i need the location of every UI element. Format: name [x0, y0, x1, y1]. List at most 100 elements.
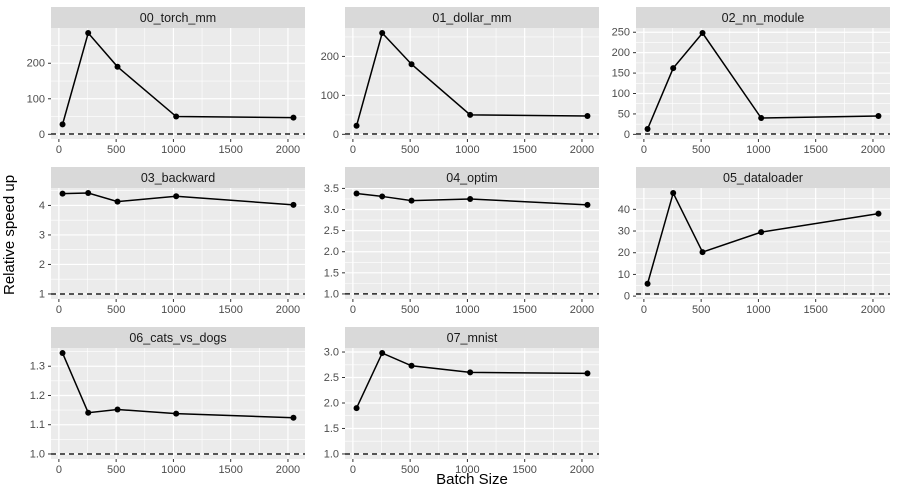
data-point: [584, 201, 591, 208]
y-tick-label: 100: [27, 93, 45, 105]
data-point: [644, 280, 651, 287]
facet-strip: [345, 327, 599, 348]
data-point: [670, 65, 677, 72]
x-tick-label: 2000: [570, 144, 594, 156]
data-point: [59, 190, 66, 197]
y-tick-label: 1.0: [324, 448, 339, 460]
facet-panel-00_torch_mm: 0 500 1000 1500 2000 0 100 200 00_torch_mm: [27, 7, 305, 156]
facet-strip: [51, 327, 305, 348]
x-tick-label: 0: [350, 464, 356, 476]
facet-strip: [51, 7, 305, 28]
facet-strip: [345, 7, 599, 28]
y-tick-label: 200: [612, 47, 630, 59]
facet-panel-05_dataloader: 0 500 1000 1500 2000 0 10 20 30 40 05_dataloader: [618, 167, 890, 316]
x-tick-label: 0: [350, 304, 356, 316]
x-axis-title: Batch Size: [436, 471, 508, 488]
x-tick-label: 2000: [861, 304, 885, 316]
y-tick-label: 2.5: [324, 225, 339, 237]
panel-background: [51, 188, 305, 299]
facet-strip: [636, 7, 890, 28]
x-tick-label: 0: [56, 464, 62, 476]
data-point: [290, 414, 297, 421]
facet-strip: [636, 167, 890, 188]
x-tick-label: 1000: [161, 304, 185, 316]
facet-strip-title: 02_nn_module: [722, 11, 805, 25]
x-tick-label: 0: [641, 304, 647, 316]
y-tick-label: 200: [321, 51, 339, 63]
y-tick-label: 4: [39, 200, 45, 212]
x-tick-label: 500: [401, 144, 419, 156]
y-tick-label: 40: [618, 204, 630, 216]
y-tick-label: 3.0: [324, 347, 339, 359]
x-tick-label: 2000: [276, 144, 300, 156]
data-point: [173, 113, 180, 120]
x-tick-label: 500: [107, 464, 125, 476]
x-tick-label: 2000: [861, 144, 885, 156]
data-point: [114, 63, 121, 70]
x-tick-label: 0: [56, 144, 62, 156]
facet-panel-07_mnist: 0 500 1000 1500 2000 1.0 1.5 2.0 2.5 3.0 07_mnist: [324, 327, 599, 476]
x-tick-label: 500: [692, 304, 710, 316]
facet-strip-title: 05_dataloader: [723, 171, 803, 185]
x-tick-label: 1500: [803, 304, 827, 316]
y-tick-label: 2.5: [324, 372, 339, 384]
x-tick-label: 500: [401, 304, 419, 316]
y-tick-label: 1.0: [30, 448, 45, 460]
x-tick-label: 0: [350, 144, 356, 156]
panel-background: [51, 28, 305, 139]
x-tick-label: 1500: [218, 144, 242, 156]
facet-strip-title: 01_dollar_mm: [432, 11, 511, 25]
data-point: [59, 121, 66, 128]
y-tick-label: 2: [39, 259, 45, 271]
x-tick-label: 0: [56, 304, 62, 316]
y-tick-label: 10: [618, 269, 630, 281]
x-tick-label: 500: [692, 144, 710, 156]
y-tick-label: 200: [27, 58, 45, 70]
data-point: [173, 193, 180, 200]
x-tick-label: 1500: [218, 304, 242, 316]
x-tick-label: 1500: [512, 464, 536, 476]
x-tick-label: 0: [641, 144, 647, 156]
facet-strip-title: 00_torch_mm: [140, 11, 216, 25]
facet-panel-04_optim: 0 500 1000 1500 2000 1.0 1.5 2.0 2.5 3.0 3.5 04_opt…: [324, 167, 599, 316]
panel-background: [636, 188, 890, 299]
data-point: [59, 350, 66, 357]
y-tick-label: 100: [321, 90, 339, 102]
x-tick-label: 1500: [512, 144, 536, 156]
x-tick-label: 2000: [276, 304, 300, 316]
data-point: [467, 111, 474, 118]
facet-strip-title: 04_optim: [446, 171, 497, 185]
x-tick-label: 1000: [455, 144, 479, 156]
data-point: [114, 406, 121, 413]
data-point: [584, 113, 591, 120]
x-tick-label: 500: [107, 304, 125, 316]
y-tick-label: 1: [39, 288, 45, 300]
data-point: [85, 30, 92, 37]
facet-strip-title: 07_mnist: [447, 331, 498, 345]
facet-strip: [51, 167, 305, 188]
data-point: [173, 410, 180, 417]
x-tick-label: 500: [401, 464, 419, 476]
data-point: [379, 30, 386, 37]
y-tick-label: 3.0: [324, 204, 339, 216]
y-tick-label: 1.5: [324, 423, 339, 435]
x-tick-label: 2000: [570, 304, 594, 316]
x-tick-label: 1500: [512, 304, 536, 316]
y-tick-label: 0: [39, 129, 45, 141]
x-tick-label: 1500: [218, 464, 242, 476]
data-point: [85, 409, 92, 416]
data-point: [670, 190, 677, 197]
y-tick-label: 100: [612, 88, 630, 100]
facet-panel-01_dollar_mm: 0 500 1000 1500 2000 0 100 200 01_dollar_mm: [321, 7, 599, 156]
data-point: [290, 114, 297, 121]
facet-strip-title: 06_cats_vs_dogs: [129, 331, 226, 345]
data-point: [408, 61, 415, 68]
data-point: [644, 126, 651, 133]
y-tick-label: 1.0: [324, 288, 339, 300]
facet-panel-02_nn_module: 0 500 1000 1500 2000 0 50 100 150 200 250 02_nn_mod…: [612, 7, 890, 156]
y-tick-label: 50: [618, 108, 630, 120]
data-point: [875, 112, 882, 119]
x-tick-label: 1500: [803, 144, 827, 156]
data-point: [290, 201, 297, 208]
